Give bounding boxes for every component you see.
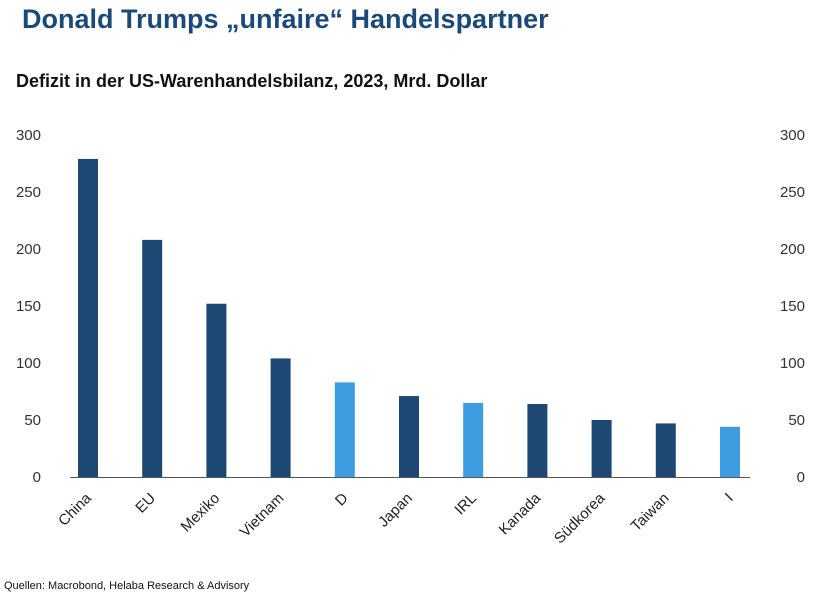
y-tick-label-left: 300: [16, 127, 41, 144]
chart-title: Donald Trumps „unfaire“ Handelspartner: [22, 4, 549, 34]
category-label: Japan: [375, 490, 416, 531]
category-label: IRL: [452, 490, 481, 519]
y-tick-label-left: 250: [16, 184, 41, 201]
category-label: China: [55, 489, 95, 529]
source-note: Quellen: Macrobond, Helaba Research & Ad…: [4, 580, 250, 592]
y-tick-label-left: 200: [16, 241, 41, 258]
category-label: Taiwan: [628, 490, 673, 535]
y-axis-right: 0 50 100 150 200 250 300: [780, 127, 805, 486]
y-tick-label-left: 0: [33, 469, 41, 486]
y-axis-left: 0 50 100 150 200 250 300: [16, 127, 41, 486]
y-tick-label-right: 250: [780, 184, 805, 201]
bar-d: [334, 382, 355, 477]
bar-china: [78, 158, 98, 477]
y-tick-label-left: 150: [16, 298, 41, 315]
bar-taiwan: [655, 423, 676, 477]
y-tick-label-left: 50: [24, 412, 41, 429]
category-label: D: [332, 490, 352, 510]
bar-irl: [463, 402, 484, 477]
bar-s-dkorea: [591, 420, 612, 477]
y-tick-label-right: 200: [780, 241, 805, 258]
bars-group: [78, 158, 740, 477]
y-tick-label-right: 300: [780, 127, 805, 144]
y-tick-label-right: 50: [788, 412, 805, 429]
bar-i: [720, 426, 740, 477]
y-tick-label-left: 100: [16, 355, 41, 372]
bar-eu: [142, 239, 163, 477]
bar-japan: [399, 396, 419, 477]
y-tick-label-right: 150: [780, 298, 805, 315]
category-label: Kanada: [496, 489, 545, 538]
category-labels: China EU Mexiko Vietnam D Japan IRL Kanada Südko…: [55, 489, 737, 547]
category-label: I: [722, 490, 737, 505]
category-label: Südkorea: [551, 489, 609, 547]
y-tick-label-right: 100: [780, 355, 805, 372]
chart-subtitle: Defizit in der US-Warenhandelsbilanz, 20…: [16, 71, 488, 91]
bar-mexiko: [206, 303, 227, 477]
category-label: Vietnam: [237, 490, 288, 541]
y-tick-label-right: 0: [797, 469, 805, 486]
category-label: Mexiko: [178, 490, 224, 536]
category-label: EU: [132, 490, 159, 517]
bar-vietnam: [270, 358, 291, 477]
bar-kanada: [527, 404, 548, 477]
